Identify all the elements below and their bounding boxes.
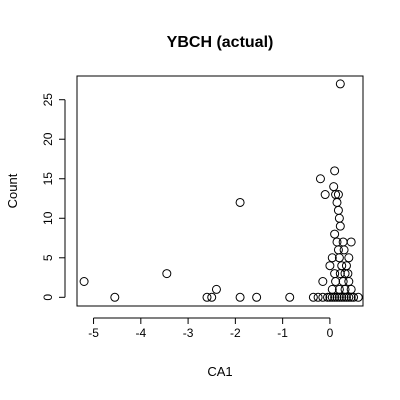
data-point <box>338 237 348 247</box>
x-tick-label: -1 <box>277 326 288 340</box>
data-point <box>110 292 120 302</box>
data-point <box>346 237 356 247</box>
data-point <box>308 292 318 302</box>
y-tick-label: 10 <box>41 211 55 225</box>
y-tick-label: 15 <box>41 172 55 186</box>
data-point <box>320 190 330 200</box>
data-point <box>334 292 344 302</box>
data-point <box>344 253 354 263</box>
y-axis: 0 5 10 15 20 25 <box>41 93 66 301</box>
plot-frame <box>76 75 364 307</box>
data-point <box>330 229 340 239</box>
x-tick-label: -5 <box>88 326 99 340</box>
x-tick-label: 0 <box>327 326 334 340</box>
data-point <box>332 197 342 207</box>
data-point <box>325 292 335 302</box>
data-point <box>334 253 344 263</box>
data-point <box>329 182 339 192</box>
data-point <box>235 292 245 302</box>
data-point <box>344 276 354 286</box>
y-tick-label: 25 <box>41 93 55 107</box>
data-point <box>341 292 351 302</box>
y-tick-label: 0 <box>41 294 55 301</box>
data-point <box>202 292 212 302</box>
x-tick-label: -2 <box>230 326 241 340</box>
data-point <box>285 292 295 302</box>
x-axis: -5 -4 -3 -2 -1 0 <box>88 317 334 340</box>
y-axis-label: Count <box>5 173 20 208</box>
data-point <box>323 292 333 302</box>
data-point <box>335 269 345 279</box>
data-point <box>318 292 328 302</box>
data-point <box>327 292 337 302</box>
y-tick-label: 20 <box>41 132 55 146</box>
data-point <box>330 292 340 302</box>
x-tick-label: -4 <box>135 326 146 340</box>
data-point <box>252 292 262 302</box>
data-point <box>337 292 347 302</box>
data-point <box>327 253 337 263</box>
x-tick-label: -3 <box>183 326 194 340</box>
y-tick-label: 5 <box>41 254 55 261</box>
data-point <box>333 205 343 215</box>
data-point <box>235 197 245 207</box>
data-point <box>315 174 325 184</box>
data-point <box>331 276 341 286</box>
data-point <box>207 292 217 302</box>
data-point <box>341 261 351 271</box>
data-point <box>79 276 89 286</box>
data-point <box>325 261 335 271</box>
x-axis-label: CA1 <box>207 364 232 379</box>
data-point <box>330 166 340 176</box>
data-point <box>346 292 356 302</box>
data-point <box>335 221 345 231</box>
data-point <box>211 284 221 294</box>
data-point <box>346 284 356 294</box>
data-point <box>339 245 349 255</box>
data-point <box>334 213 344 223</box>
data-point <box>162 269 172 279</box>
data-point <box>353 292 363 302</box>
data-point <box>313 292 323 302</box>
chart-title: YBCH (actual) <box>167 34 274 51</box>
data-point <box>318 276 328 286</box>
data-point <box>349 292 359 302</box>
data-point <box>335 79 345 89</box>
data-point <box>344 292 354 302</box>
data-point <box>337 261 347 271</box>
data-point <box>332 292 342 302</box>
data-point <box>339 292 349 302</box>
data-points <box>79 79 363 302</box>
